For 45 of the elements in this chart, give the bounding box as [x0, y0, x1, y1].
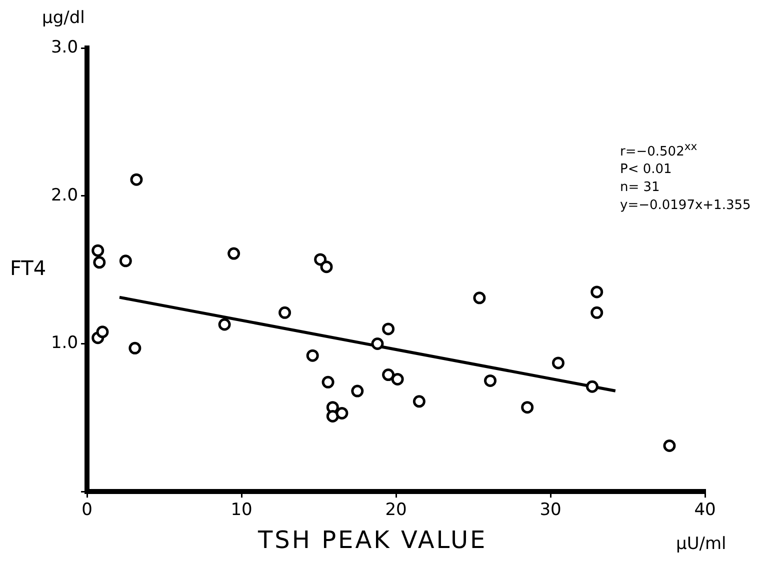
annotation: y=−0.0197x+1.355 — [620, 197, 751, 216]
point — [351, 384, 364, 398]
text: μU/ml — [676, 534, 726, 554]
x-tick-label: 10 — [230, 500, 252, 520]
point — [326, 410, 339, 422]
x-axis-title: TSH PEAK VALUE — [258, 526, 488, 554]
point — [228, 247, 240, 260]
point — [93, 256, 106, 269]
point — [663, 440, 676, 452]
y-axis-title: FT4 — [10, 256, 46, 280]
point — [306, 349, 319, 362]
text: μg/dl — [42, 8, 85, 28]
x-tick-label: 30 — [540, 500, 562, 520]
x-tick-label: 20 — [385, 500, 407, 520]
point — [128, 342, 142, 354]
point — [521, 401, 534, 414]
point — [322, 376, 334, 388]
point — [552, 356, 564, 370]
point — [586, 380, 598, 393]
point — [218, 318, 231, 331]
point — [473, 292, 486, 304]
point — [371, 337, 384, 350]
annotation: P< 0.01 — [620, 161, 673, 180]
point — [590, 286, 604, 298]
point — [336, 406, 348, 420]
point — [130, 173, 143, 186]
y-tick-label: 2.0 — [50, 185, 78, 206]
x-tick-label: 0 — [82, 500, 92, 520]
point — [278, 306, 292, 319]
annotation: r=−0.502$^{xx}$ — [620, 139, 698, 162]
point — [590, 306, 604, 319]
point — [314, 253, 327, 266]
point — [382, 322, 395, 336]
point — [96, 326, 109, 338]
annotation: n= 31 — [620, 179, 661, 198]
point — [484, 374, 497, 387]
point — [391, 372, 404, 386]
y-tick-label: 1.0 — [50, 333, 78, 354]
y-tick-label: 3.0 — [50, 37, 78, 58]
point — [382, 368, 395, 382]
point — [119, 254, 132, 268]
point — [412, 395, 426, 408]
point — [92, 244, 104, 257]
x-tick-label: 40 — [694, 500, 716, 520]
point — [320, 260, 333, 274]
